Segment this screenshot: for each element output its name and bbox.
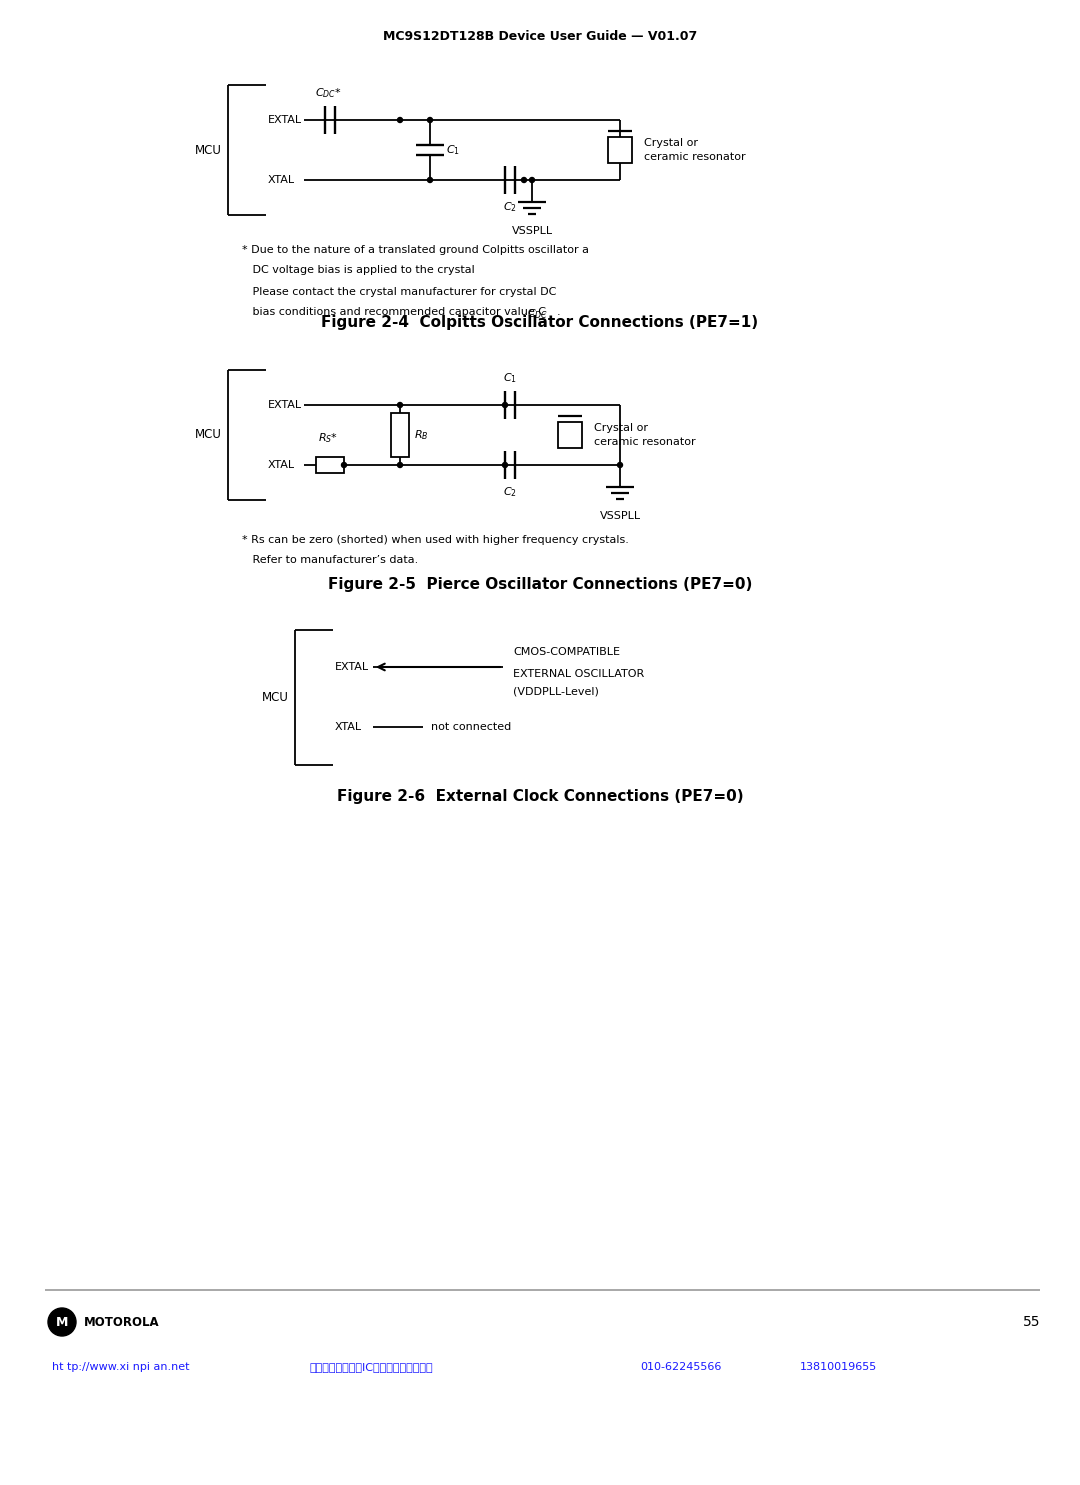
Text: $C_2$: $C_2$ [503,486,517,499]
Text: not connected: not connected [431,722,511,732]
Text: MC9S12DT128B Device User Guide — V01.07: MC9S12DT128B Device User Guide — V01.07 [383,31,697,43]
Bar [391,413,409,457]
Text: VSSPLL: VSSPLL [599,511,640,521]
Bar [608,137,632,163]
Circle shape [48,1308,76,1336]
Text: ceramic resonator: ceramic resonator [644,151,745,162]
Text: Crystal or: Crystal or [594,423,648,434]
Text: MCU: MCU [195,144,222,156]
Text: MCU: MCU [195,429,222,441]
Text: ceramic resonator: ceramic resonator [594,437,696,447]
Text: 13810019655: 13810019655 [800,1362,877,1372]
Text: * Rs can be zero (shorted) when used with higher frequency crystals.: * Rs can be zero (shorted) when used wit… [242,535,629,545]
Circle shape [397,402,403,407]
Text: VSSPLL: VSSPLL [512,226,553,236]
Text: * Due to the nature of a translated ground Colpitts oscillator a: * Due to the nature of a translated grou… [242,245,589,255]
Text: Figure 2-6  External Clock Connections (PE7=0): Figure 2-6 External Clock Connections (P… [337,790,743,805]
Text: 55: 55 [1023,1316,1040,1329]
Bar [316,457,345,474]
Circle shape [522,178,527,183]
Text: (VDDPLL-Level): (VDDPLL-Level) [513,688,599,696]
Text: Refer to manufacturer’s data.: Refer to manufacturer’s data. [242,555,418,564]
Text: 提供单片机解密、IC解密、芯片解密业务: 提供单片机解密、IC解密、芯片解密业务 [310,1362,434,1372]
Text: EXTAL: EXTAL [335,662,369,673]
Text: CMOS-COMPATIBLE: CMOS-COMPATIBLE [513,647,620,656]
Text: $C_{DC}$*: $C_{DC}$* [314,86,341,99]
Circle shape [341,462,347,468]
Circle shape [502,402,508,407]
Text: bias conditions and recommended capacitor value C: bias conditions and recommended capacito… [242,307,546,316]
Text: $C_{DC}$: $C_{DC}$ [527,307,549,321]
Text: ht tp://www.xi npi an.net: ht tp://www.xi npi an.net [52,1362,189,1372]
Text: Figure 2-4  Colpitts Oscillator Connections (PE7=1): Figure 2-4 Colpitts Oscillator Connectio… [322,315,758,330]
Circle shape [502,462,508,468]
Text: $R_S$*: $R_S$* [318,431,338,446]
Text: MOTOROLA: MOTOROLA [84,1316,160,1329]
Circle shape [428,117,432,122]
Text: XTAL: XTAL [268,175,295,186]
Text: $C_1$: $C_1$ [446,143,460,157]
Text: XTAL: XTAL [268,460,295,469]
Text: EXTERNAL OSCILLATOR: EXTERNAL OSCILLATOR [513,670,645,679]
Text: DC voltage bias is applied to the crystal: DC voltage bias is applied to the crysta… [242,264,475,275]
Circle shape [529,178,535,183]
Circle shape [397,117,403,122]
Text: $C_2$: $C_2$ [503,200,517,214]
Text: Figure 2-5  Pierce Oscillator Connections (PE7=0): Figure 2-5 Pierce Oscillator Connections… [328,578,752,593]
Text: EXTAL: EXTAL [268,114,302,125]
Text: .: . [557,307,561,316]
Bar [558,422,582,448]
Text: EXTAL: EXTAL [268,399,302,410]
Text: M: M [56,1316,68,1329]
Text: Crystal or: Crystal or [644,138,698,148]
Text: XTAL: XTAL [335,722,362,732]
Text: $R_B$: $R_B$ [414,428,429,443]
Text: Please contact the crystal manufacturer for crystal DC: Please contact the crystal manufacturer … [242,287,556,297]
Circle shape [618,462,622,468]
Text: $C_1$: $C_1$ [503,371,517,385]
Circle shape [428,178,432,183]
Text: 010-62245566: 010-62245566 [640,1362,721,1372]
Circle shape [397,462,403,468]
Text: MCU: MCU [262,691,289,704]
